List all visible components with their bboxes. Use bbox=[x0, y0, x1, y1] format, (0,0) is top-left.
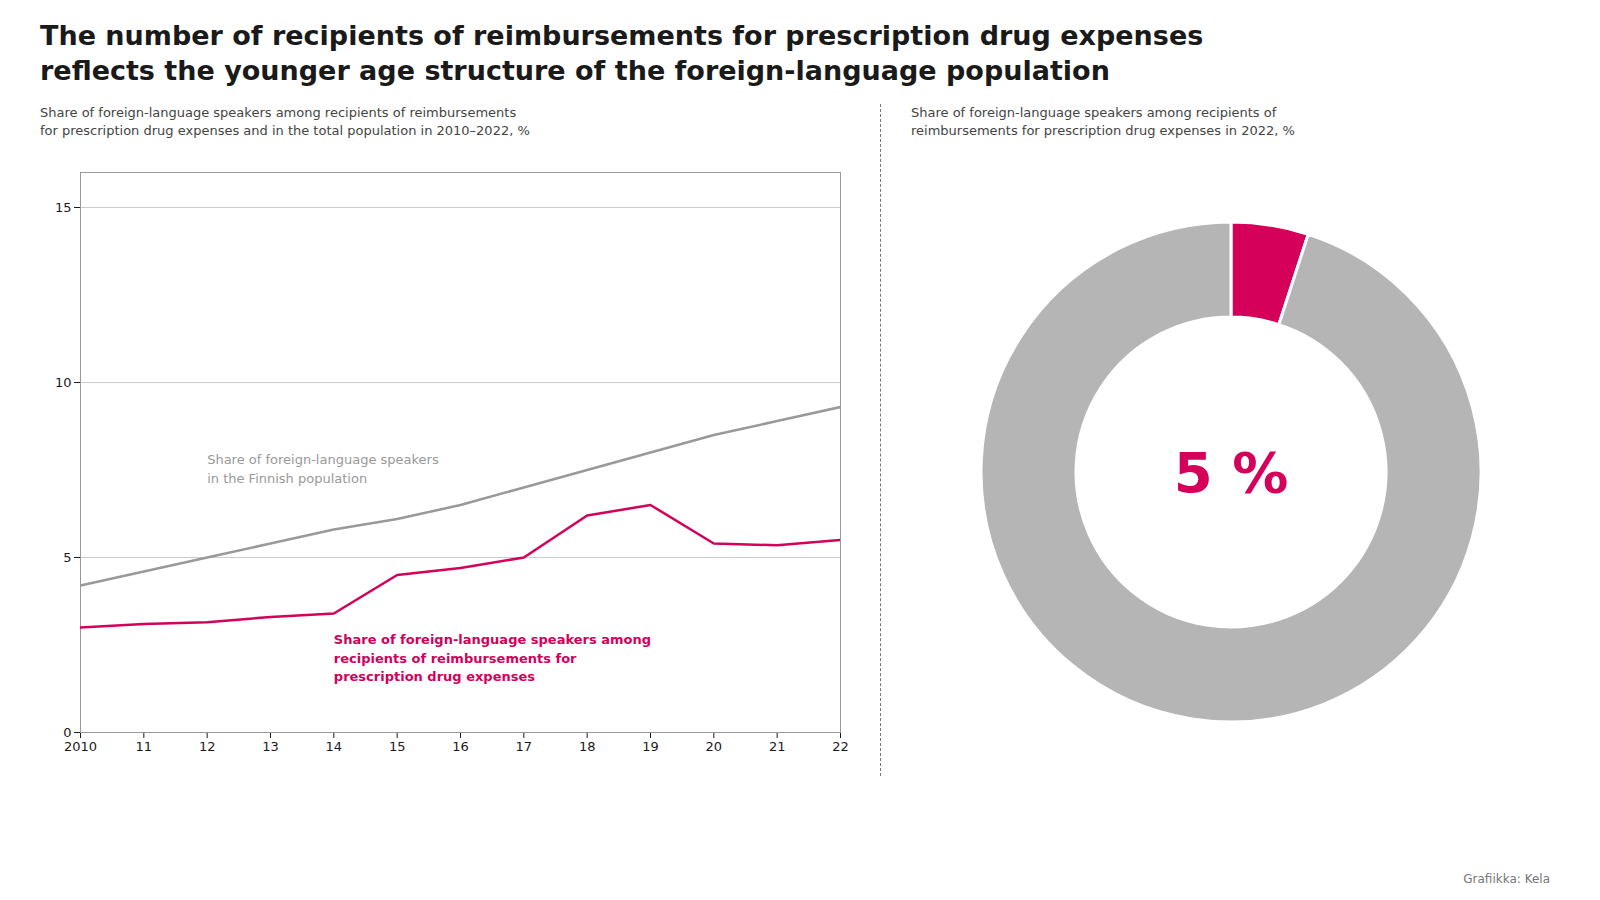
svg-text:13: 13 bbox=[262, 739, 279, 754]
svg-text:14: 14 bbox=[326, 739, 343, 754]
svg-text:5 %: 5 % bbox=[1174, 440, 1289, 505]
html-text:Grafiikka: Kela: Grafiikka: Kela bbox=[1463, 872, 1550, 886]
svg-text:15: 15 bbox=[389, 739, 406, 754]
svg-text:11: 11 bbox=[136, 739, 153, 754]
svg-text:0: 0 bbox=[63, 725, 71, 740]
svg-text:10: 10 bbox=[55, 375, 72, 390]
html-text:The number of recipients of re: The number of recipients of reimbursemen… bbox=[40, 20, 1204, 87]
svg-text:21: 21 bbox=[769, 739, 786, 754]
svg-text:5: 5 bbox=[63, 550, 71, 565]
svg-text:19: 19 bbox=[642, 739, 659, 754]
html-text:Share of foreign-language spea: Share of foreign-language speakers among… bbox=[911, 105, 1295, 139]
svg-text:12: 12 bbox=[199, 739, 216, 754]
svg-text:Share of foreign-language spea: Share of foreign-language speakersin the… bbox=[207, 452, 439, 485]
svg-text:20: 20 bbox=[706, 739, 723, 754]
svg-text:16: 16 bbox=[452, 739, 469, 754]
svg-text:17: 17 bbox=[516, 739, 533, 754]
svg-text:18: 18 bbox=[579, 739, 596, 754]
html-text:Share of foreign-language spea: Share of foreign-language speakers among… bbox=[40, 105, 530, 139]
svg-text:22: 22 bbox=[832, 739, 849, 754]
svg-text:Share of foreign-language spea: Share of foreign-language speakers among… bbox=[334, 633, 651, 684]
svg-text:15: 15 bbox=[55, 200, 72, 215]
svg-text:2010: 2010 bbox=[64, 739, 97, 754]
